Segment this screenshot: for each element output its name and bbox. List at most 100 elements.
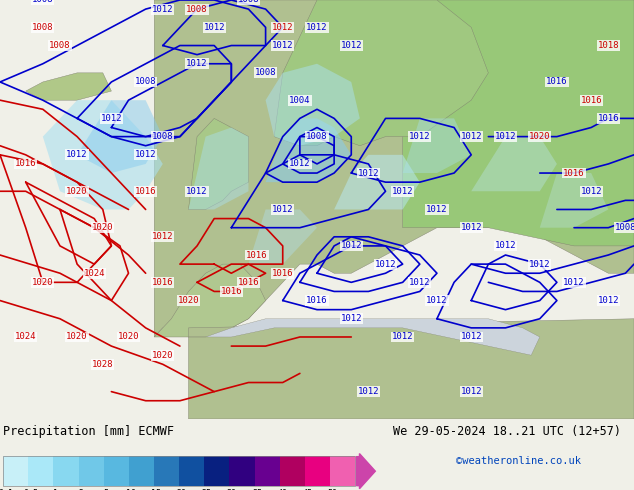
Text: 1008: 1008 bbox=[49, 41, 71, 50]
Bar bbox=[3, 456, 29, 487]
Text: 1008: 1008 bbox=[186, 4, 208, 14]
Bar bbox=[204, 456, 230, 487]
Text: 1012: 1012 bbox=[580, 187, 602, 196]
Text: 1008: 1008 bbox=[152, 132, 174, 141]
Text: 1008: 1008 bbox=[238, 0, 259, 4]
Text: 1012: 1012 bbox=[495, 242, 516, 250]
Text: 1020: 1020 bbox=[32, 278, 54, 287]
Text: 1012: 1012 bbox=[460, 132, 482, 141]
Polygon shape bbox=[188, 319, 634, 419]
Text: 1008: 1008 bbox=[32, 0, 54, 4]
Text: 1012: 1012 bbox=[340, 242, 362, 250]
Text: 1012: 1012 bbox=[340, 314, 362, 323]
Text: 1008: 1008 bbox=[615, 223, 634, 232]
Text: 1012: 1012 bbox=[272, 23, 294, 32]
Text: 1020: 1020 bbox=[178, 296, 199, 305]
Text: 1016: 1016 bbox=[135, 187, 157, 196]
Bar bbox=[230, 456, 254, 487]
Text: 1012: 1012 bbox=[358, 169, 379, 177]
Text: 1012: 1012 bbox=[289, 159, 311, 169]
Bar bbox=[179, 456, 204, 487]
Polygon shape bbox=[471, 137, 557, 191]
Text: 1012: 1012 bbox=[529, 260, 550, 269]
Text: 1012: 1012 bbox=[392, 187, 413, 196]
Text: 1024: 1024 bbox=[84, 269, 105, 278]
Polygon shape bbox=[266, 119, 351, 182]
Polygon shape bbox=[334, 155, 420, 210]
Polygon shape bbox=[403, 119, 471, 173]
Text: 1020: 1020 bbox=[67, 187, 88, 196]
Text: 1008: 1008 bbox=[32, 23, 54, 32]
Text: 1008: 1008 bbox=[135, 77, 157, 86]
Text: 1012: 1012 bbox=[426, 205, 448, 214]
Text: Precipitation [mm] ECMWF: Precipitation [mm] ECMWF bbox=[3, 425, 174, 438]
Bar bbox=[330, 456, 355, 487]
Text: 1016: 1016 bbox=[246, 250, 268, 260]
Bar bbox=[29, 456, 53, 487]
Text: 1016: 1016 bbox=[580, 96, 602, 105]
Text: 1012: 1012 bbox=[495, 132, 516, 141]
Polygon shape bbox=[26, 73, 112, 100]
Text: 1012: 1012 bbox=[186, 187, 208, 196]
Text: 1020: 1020 bbox=[118, 333, 139, 342]
Text: 1012: 1012 bbox=[460, 223, 482, 232]
Polygon shape bbox=[43, 100, 163, 210]
Text: 1004: 1004 bbox=[289, 96, 311, 105]
Text: 1012: 1012 bbox=[152, 4, 174, 14]
Text: 1016: 1016 bbox=[15, 159, 36, 169]
Text: 1012: 1012 bbox=[135, 150, 157, 159]
Text: We 29-05-2024 18..21 UTC (12+57): We 29-05-2024 18..21 UTC (12+57) bbox=[393, 425, 621, 438]
Text: 1012: 1012 bbox=[204, 23, 225, 32]
Text: 1016: 1016 bbox=[598, 114, 619, 123]
Text: 1020: 1020 bbox=[92, 223, 113, 232]
Text: 1012: 1012 bbox=[152, 232, 174, 241]
Text: 1016: 1016 bbox=[272, 269, 294, 278]
Text: 1012: 1012 bbox=[272, 41, 294, 50]
Text: 1016: 1016 bbox=[546, 77, 567, 86]
Text: 1020: 1020 bbox=[67, 333, 88, 342]
Bar bbox=[53, 456, 79, 487]
Polygon shape bbox=[154, 264, 266, 337]
Text: 1012: 1012 bbox=[101, 114, 122, 123]
Bar bbox=[129, 456, 154, 487]
Bar bbox=[154, 456, 179, 487]
Text: 1012: 1012 bbox=[392, 333, 413, 342]
Text: 1008: 1008 bbox=[306, 132, 328, 141]
Polygon shape bbox=[188, 127, 249, 210]
Bar bbox=[3, 456, 355, 487]
Text: 1012: 1012 bbox=[598, 296, 619, 305]
Text: 1012: 1012 bbox=[426, 296, 448, 305]
Polygon shape bbox=[154, 0, 634, 337]
Polygon shape bbox=[188, 119, 249, 210]
Bar bbox=[254, 456, 280, 487]
FancyArrow shape bbox=[356, 454, 375, 489]
Polygon shape bbox=[249, 210, 317, 264]
Polygon shape bbox=[266, 64, 360, 146]
Text: 1018: 1018 bbox=[598, 41, 619, 50]
Text: 1028: 1028 bbox=[92, 360, 113, 369]
Bar bbox=[280, 456, 305, 487]
Text: 1012: 1012 bbox=[186, 59, 208, 68]
Text: 1012: 1012 bbox=[409, 132, 430, 141]
Text: 1012: 1012 bbox=[460, 387, 482, 396]
Polygon shape bbox=[274, 0, 488, 146]
Text: 1024: 1024 bbox=[15, 333, 36, 342]
Text: 1012: 1012 bbox=[563, 278, 585, 287]
Bar bbox=[79, 456, 104, 487]
Text: 1012: 1012 bbox=[358, 387, 379, 396]
Text: 1008: 1008 bbox=[255, 69, 276, 77]
Text: 1020: 1020 bbox=[152, 351, 174, 360]
Polygon shape bbox=[403, 0, 634, 246]
Text: 1016: 1016 bbox=[152, 278, 174, 287]
Text: 1012: 1012 bbox=[306, 23, 328, 32]
Text: 1016: 1016 bbox=[306, 296, 328, 305]
Polygon shape bbox=[188, 319, 540, 355]
Text: 1020: 1020 bbox=[529, 132, 550, 141]
Text: 1016: 1016 bbox=[221, 287, 242, 296]
Text: 1012: 1012 bbox=[460, 333, 482, 342]
Text: ©weatheronline.co.uk: ©weatheronline.co.uk bbox=[456, 456, 581, 466]
Text: 1012: 1012 bbox=[67, 150, 88, 159]
Bar bbox=[305, 456, 330, 487]
Text: 1016: 1016 bbox=[238, 278, 259, 287]
Text: 1016: 1016 bbox=[563, 169, 585, 177]
